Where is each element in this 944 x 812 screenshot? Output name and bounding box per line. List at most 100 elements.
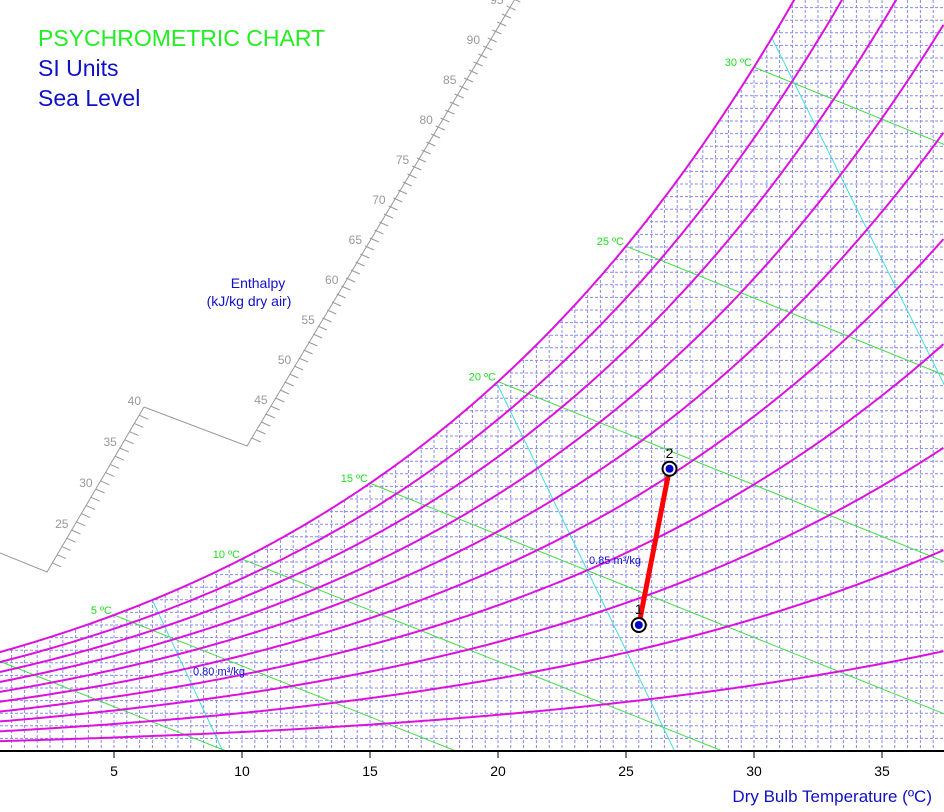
- enthalpy-tick: [411, 165, 422, 171]
- enthalpy-tick-label: 70: [372, 193, 386, 207]
- enthalpy-tick: [251, 437, 261, 443]
- x-axis-title: Dry Bulb Temperature (ºC): [732, 787, 932, 806]
- line-labels: 5 ºC 10 ºC 15 ºC 20 ºC 25 ºC 30 ºC 0.80 m³/kg 0…: [91, 57, 752, 678]
- enthalpy-tick-label: 75: [396, 153, 410, 167]
- enthalpy-tick-label: 60: [325, 273, 339, 287]
- enthalpy-tick: [388, 205, 398, 211]
- enthalpy-tick: [514, 0, 521, 3]
- wet-bulb-label: 30 ºC: [725, 57, 752, 69]
- enthalpy-tick: [298, 357, 309, 363]
- enthalpy-tick: [312, 333, 323, 339]
- enthalpy-tick: [378, 221, 389, 227]
- enthalpy-tick: [449, 101, 460, 107]
- enthalpy-tick: [407, 173, 417, 179]
- enthalpy-tick: [501, 13, 512, 19]
- enthalpy-tick: [426, 141, 436, 147]
- rh-curve-70: [0, 24, 944, 683]
- enthalpy-tick: [308, 341, 318, 347]
- enthalpy-tick: [402, 181, 412, 187]
- wet-bulb-line-25: [625, 245, 944, 376]
- enthalpy-tick: [360, 253, 370, 259]
- enthalpy-tick: [393, 197, 403, 203]
- rh-curve-30: [0, 446, 944, 723]
- rh-curve-20: [0, 549, 944, 733]
- wet-bulb-label: 5 ºC: [91, 605, 112, 617]
- rh-curve-60: [0, 132, 944, 693]
- enthalpy-tick: [275, 397, 285, 403]
- enthalpy-tick: [478, 53, 488, 59]
- wet-bulb-label: 10 ºC: [213, 549, 240, 561]
- rh-curve-100: [0, 0, 796, 654]
- enthalpy-tick: [100, 480, 110, 486]
- chart-subtitle-units: SI Units: [38, 55, 119, 81]
- x-tick-label: 10: [234, 763, 250, 779]
- state-point-label: 1: [635, 601, 643, 617]
- enthalpy-tick: [138, 414, 149, 420]
- enthalpy-scale-line: [0, 0, 515, 573]
- enthalpy-tick: [317, 325, 328, 331]
- enthalpy-tick: [440, 117, 450, 123]
- enthalpy-tick: [51, 562, 62, 568]
- enthalpy-tick: [327, 309, 337, 315]
- volume-line-0.9: [771, 37, 944, 386]
- enthalpy-tick: [482, 45, 493, 51]
- wet-bulb-line-5: [113, 614, 457, 751]
- enthalpy-tick: [270, 405, 280, 411]
- x-axis: 5 10 15 20 25 30 35: [0, 750, 944, 779]
- enthalpy-tick-label: 30: [79, 476, 93, 490]
- x-tick-label: 20: [490, 763, 506, 779]
- enthalpy-tick-label: 65: [349, 233, 363, 247]
- enthalpy-tick-label: 45: [254, 393, 268, 407]
- enthalpy-tick: [506, 5, 516, 11]
- enthalpy-tick: [496, 21, 507, 27]
- enthalpy-tick: [85, 504, 96, 510]
- state-point-label: 2: [666, 445, 674, 461]
- enthalpy-tick: [124, 439, 134, 445]
- enthalpy-tick: [279, 389, 290, 395]
- wet-bulb-line-15: [369, 482, 944, 715]
- enthalpy-tick: [421, 149, 431, 155]
- rh-curve-80: [0, 0, 898, 673]
- enthalpy-tick-label: 80: [419, 113, 433, 127]
- x-tick-label: 35: [874, 763, 890, 779]
- enthalpy-tick-label: 95: [490, 0, 504, 7]
- enthalpy-label: Enthalpy: [231, 275, 285, 291]
- enthalpy-tick: [463, 77, 474, 83]
- enthalpy-tick: [341, 285, 351, 291]
- enthalpy-tick-label: 35: [103, 435, 117, 449]
- enthalpy-tick: [350, 269, 361, 275]
- enthalpy-tick: [265, 413, 276, 419]
- enthalpy-tick: [256, 429, 266, 435]
- enthalpy-tick-label: 55: [301, 313, 315, 327]
- specific-volume-lines: [151, 37, 944, 751]
- enthalpy-scale: 25 30 35 40 45 50 55 60 65 70 75 80 85 90 95: [0, 0, 521, 573]
- enthalpy-tick: [322, 317, 332, 323]
- process-line-segment: [636, 468, 672, 626]
- enthalpy-tick: [355, 261, 365, 267]
- enthalpy-tick: [61, 545, 71, 551]
- enthalpy-tick: [492, 29, 502, 35]
- volume-label: 0.85 m³/kg: [589, 555, 641, 567]
- enthalpy-units-label: (kJ/kg dry air): [207, 293, 292, 309]
- enthalpy-tick: [76, 521, 86, 527]
- chart-title: PSYCHROMETRIC CHART: [38, 25, 325, 51]
- process-line: 12: [630, 445, 678, 633]
- enthalpy-tick: [109, 463, 120, 469]
- enthalpy-tick-label: 85: [443, 73, 457, 87]
- enthalpy-tick: [369, 237, 379, 243]
- enthalpy-tick: [95, 488, 105, 494]
- enthalpy-tick: [71, 529, 81, 535]
- enthalpy-tick: [284, 381, 294, 387]
- x-tick-label: 25: [618, 763, 634, 779]
- wet-bulb-label: 15 ºC: [341, 473, 368, 485]
- enthalpy-tick: [374, 229, 384, 235]
- x-tick-label: 30: [746, 763, 762, 779]
- enthalpy-tick: [454, 93, 464, 99]
- enthalpy-tick: [134, 422, 144, 428]
- enthalpy-tick: [487, 37, 497, 43]
- enthalpy-tick: [430, 133, 441, 139]
- x-tick-label: 15: [362, 763, 378, 779]
- enthalpy-tick: [473, 61, 483, 67]
- rh-curve-10: [0, 650, 944, 743]
